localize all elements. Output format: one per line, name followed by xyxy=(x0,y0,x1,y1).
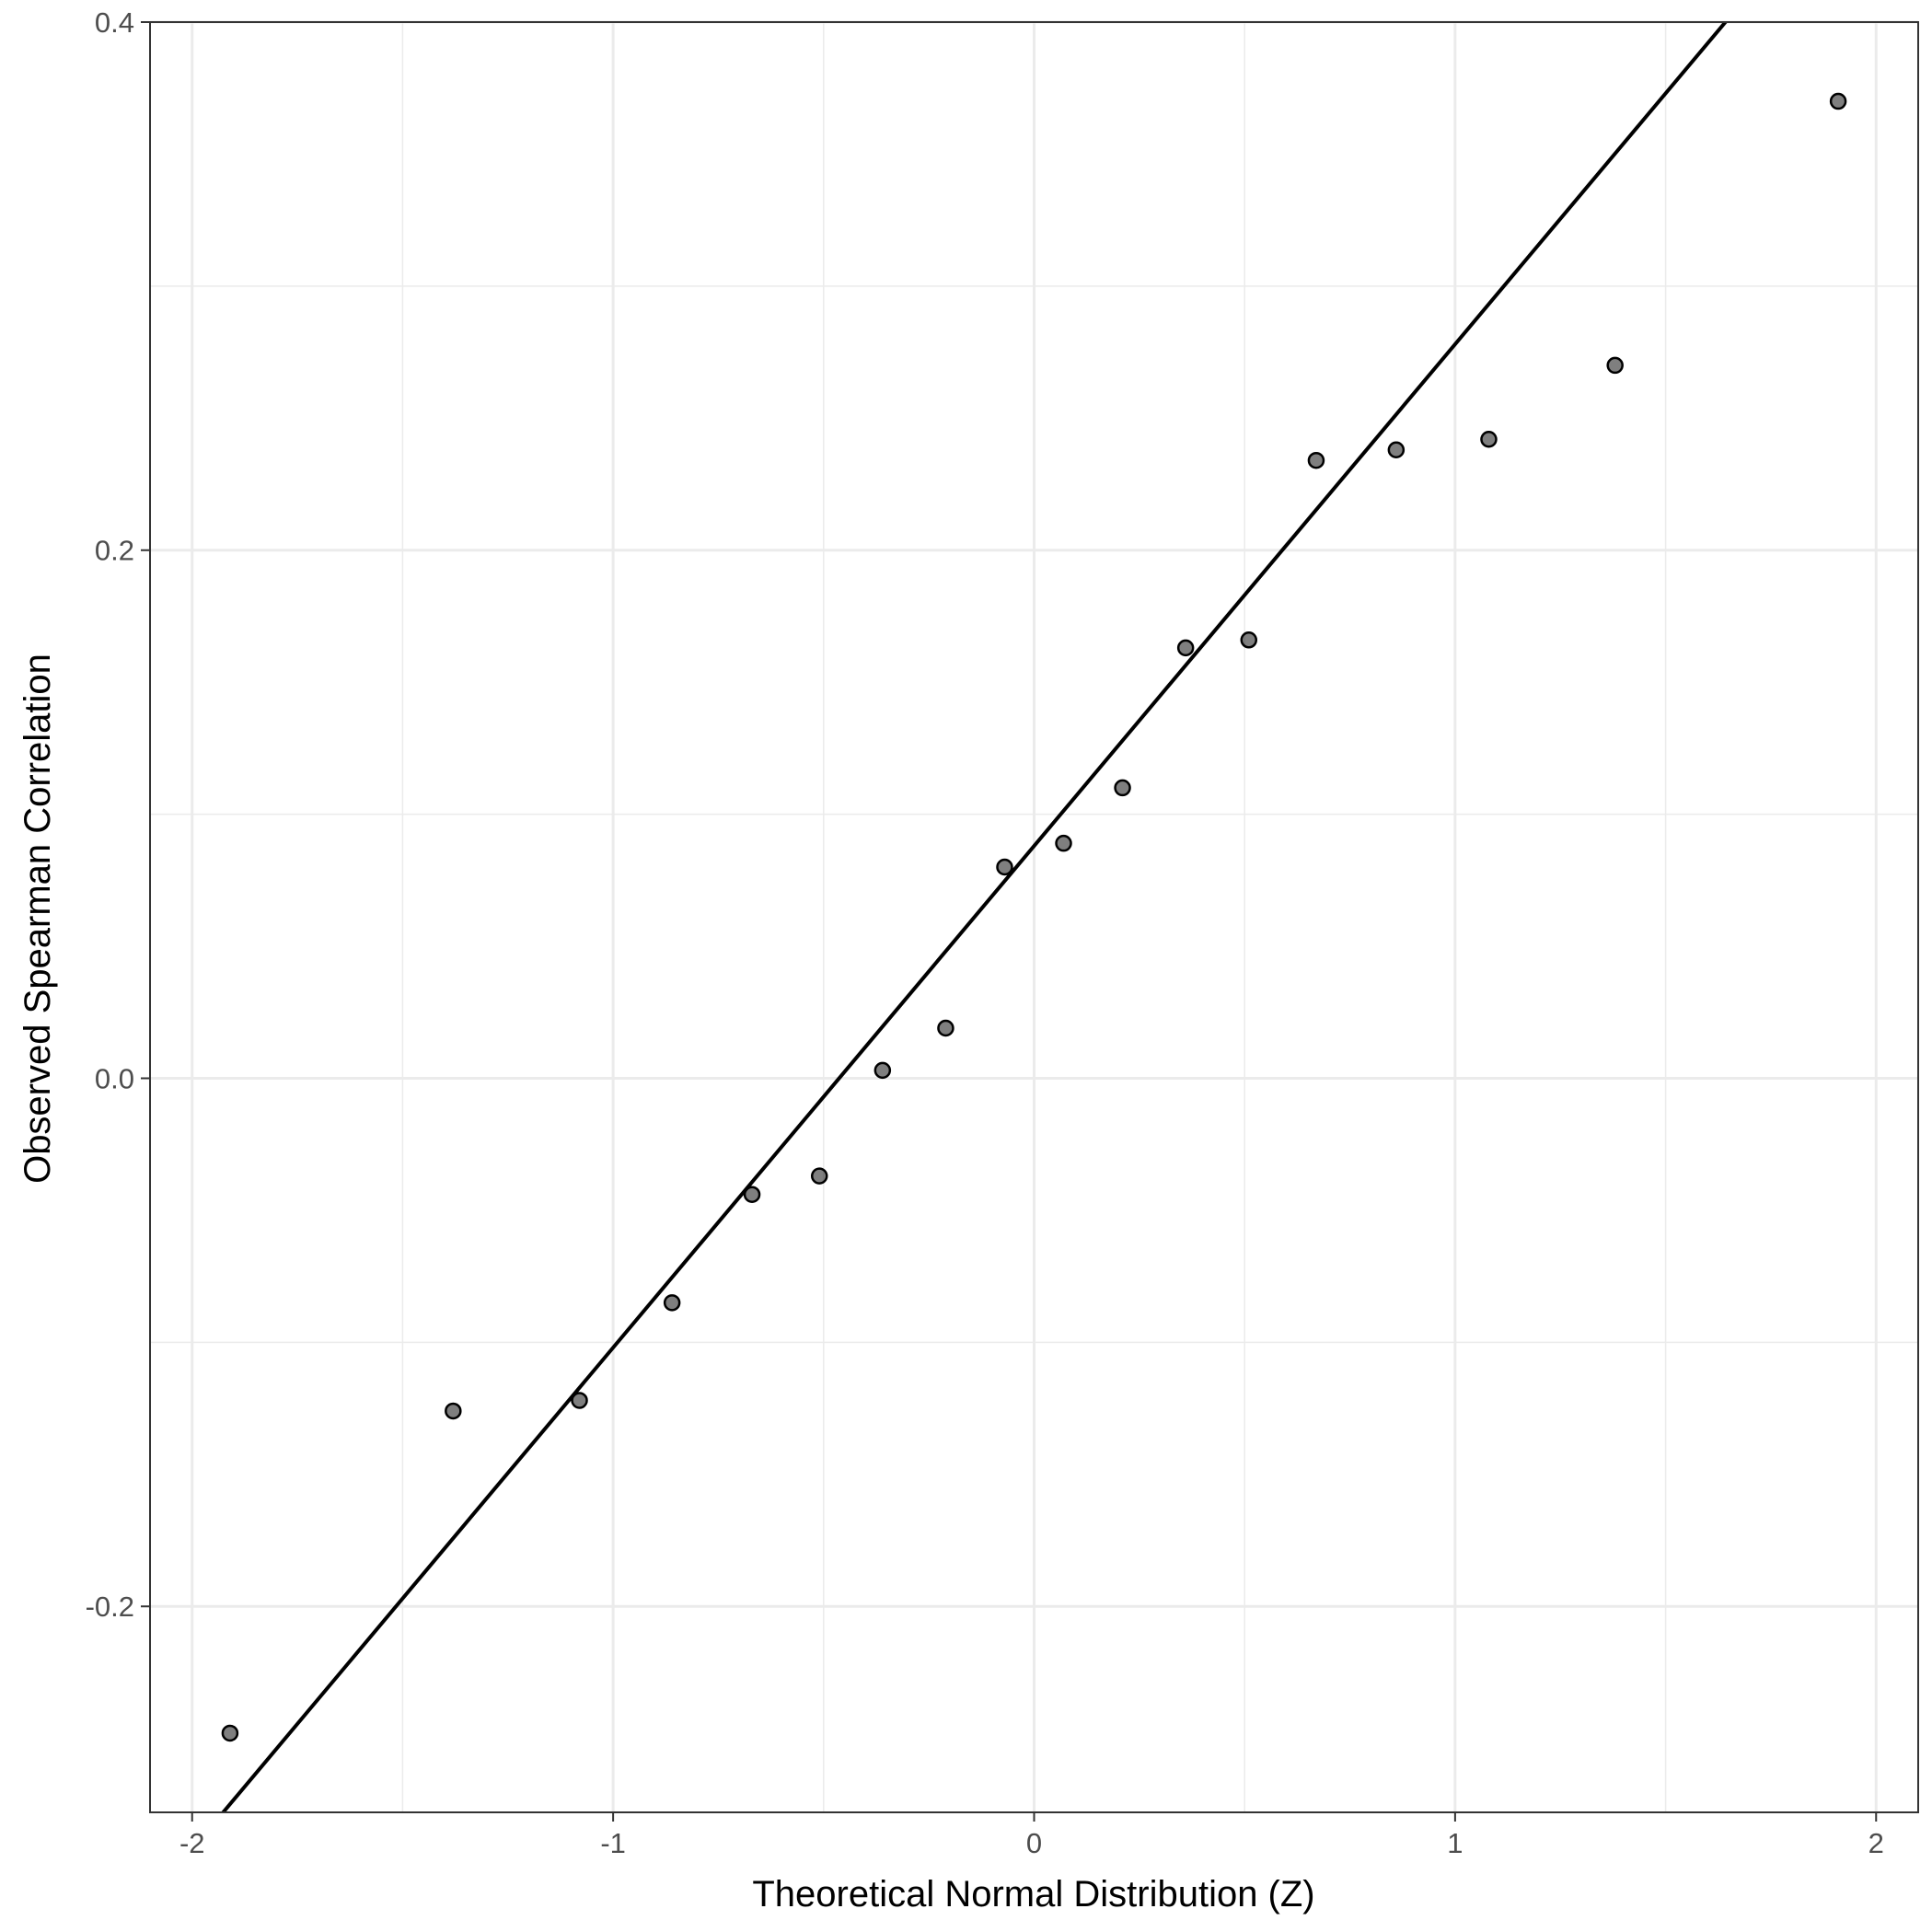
x-tick-label: 1 xyxy=(1447,1827,1463,1859)
data-point xyxy=(1114,779,1131,797)
y-tick-label: 0.0 xyxy=(95,1062,134,1094)
data-point xyxy=(1240,631,1258,649)
x-axis-title: Theoretical Normal Distribution (Z) xyxy=(752,1874,1314,1915)
qq-reference-line xyxy=(220,22,1729,1812)
data-point xyxy=(663,1294,681,1312)
x-axis: -2 -1 0 1 2 xyxy=(179,1812,1884,1859)
data-point xyxy=(937,1019,954,1037)
data-point xyxy=(1387,441,1406,458)
reference-line-layer xyxy=(220,22,1729,1812)
data-point xyxy=(1176,639,1195,657)
data-point xyxy=(996,858,1013,876)
data-point xyxy=(221,1724,239,1742)
data-point xyxy=(743,1186,761,1203)
data-point xyxy=(1055,834,1072,852)
y-axis-title: Observed Spearman Correlation xyxy=(17,654,58,1184)
x-tick-label: 2 xyxy=(1868,1827,1884,1859)
data-point xyxy=(873,1061,892,1080)
points-layer xyxy=(221,92,1847,1742)
x-tick-label: -2 xyxy=(179,1827,205,1859)
y-tick-label: 0.4 xyxy=(95,6,134,39)
y-tick-label: 0.2 xyxy=(95,535,134,567)
x-tick-label: 0 xyxy=(1026,1827,1042,1859)
data-point xyxy=(445,1402,462,1420)
x-tick-label: -1 xyxy=(600,1827,626,1859)
data-point xyxy=(1480,431,1498,448)
data-point xyxy=(571,1392,588,1409)
data-point xyxy=(810,1167,828,1185)
y-tick-label: -0.2 xyxy=(86,1591,134,1623)
data-point xyxy=(1829,92,1847,110)
data-point xyxy=(1606,356,1624,375)
y-axis: -0.2 0.0 0.2 0.4 xyxy=(86,6,150,1623)
data-point xyxy=(1307,451,1325,469)
